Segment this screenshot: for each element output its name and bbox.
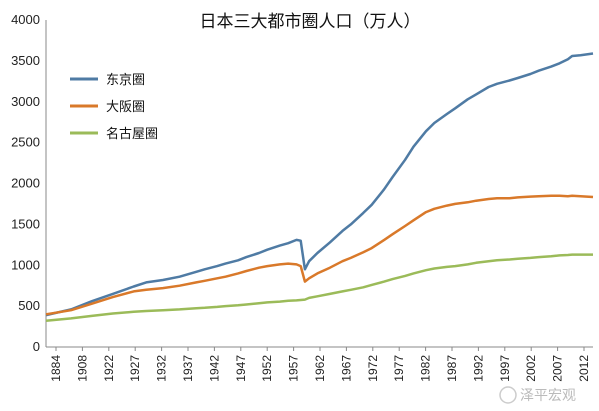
watermark-text: 泽平宏观 <box>520 388 576 404</box>
x-tick-label: 1908 <box>75 355 89 382</box>
x-tick-label: 1937 <box>181 355 195 382</box>
series-line-tokyo <box>45 52 594 317</box>
legend-label-osaka: 大阪圈 <box>106 100 145 115</box>
y-tick-labels: 0 500 1000 1500 2000 2500 3000 3500 4000 <box>11 12 40 354</box>
x-tick-label: 1987 <box>445 355 459 382</box>
series-lines <box>45 52 594 323</box>
y-tick-label: 3000 <box>11 94 40 109</box>
x-tick-label: 1947 <box>234 355 248 382</box>
series-line-nagoya <box>45 253 593 323</box>
x-tick-labels: 1884 1908 1922 1927 1932 1937 1942 1947 1952 1957… <box>49 347 591 382</box>
y-tick-label: 1500 <box>11 216 40 231</box>
x-tick-label: 1967 <box>339 355 353 382</box>
watermark: 泽平宏观 <box>499 386 576 404</box>
x-tick-label: 1957 <box>287 355 301 382</box>
x-tick-label: 1942 <box>207 355 221 382</box>
x-tick-label: 2007 <box>551 355 565 382</box>
y-tick-label: 1000 <box>11 257 40 272</box>
wechat-icon <box>499 386 517 404</box>
x-tick-label: 1992 <box>471 355 485 382</box>
x-tick-label: 1972 <box>366 355 380 382</box>
x-tick-label: 1927 <box>128 355 142 382</box>
y-tick-label: 500 <box>18 298 40 313</box>
y-tick-label: 3500 <box>11 53 40 68</box>
x-tick-label: 2002 <box>524 355 538 382</box>
x-tick-label: 1977 <box>392 355 406 382</box>
x-tick-label: 1982 <box>419 355 433 382</box>
y-tick-label: 2000 <box>11 176 40 191</box>
y-tick-label: 4000 <box>11 12 40 27</box>
x-tick-label: 1884 <box>49 355 63 382</box>
series-line-osaka <box>45 194 594 316</box>
x-tick-label: 1997 <box>498 355 512 382</box>
y-tick-label: 0 <box>33 339 40 354</box>
x-tick-label: 1932 <box>155 355 169 382</box>
x-tick-label: 2012 <box>577 355 591 382</box>
x-tick-label: 1952 <box>260 355 274 382</box>
legend-label-tokyo: 东京圈 <box>106 73 145 88</box>
chart-title: 日本三大都市圈人口（万人） <box>200 12 421 32</box>
legend-label-nagoya: 名古屋圈 <box>106 126 158 142</box>
x-tick-label: 1922 <box>102 355 116 382</box>
x-tick-label: 1962 <box>313 355 327 382</box>
legend: 东京圈 大阪圈 名古屋圈 <box>70 73 158 142</box>
y-tick-label: 2500 <box>11 135 40 150</box>
